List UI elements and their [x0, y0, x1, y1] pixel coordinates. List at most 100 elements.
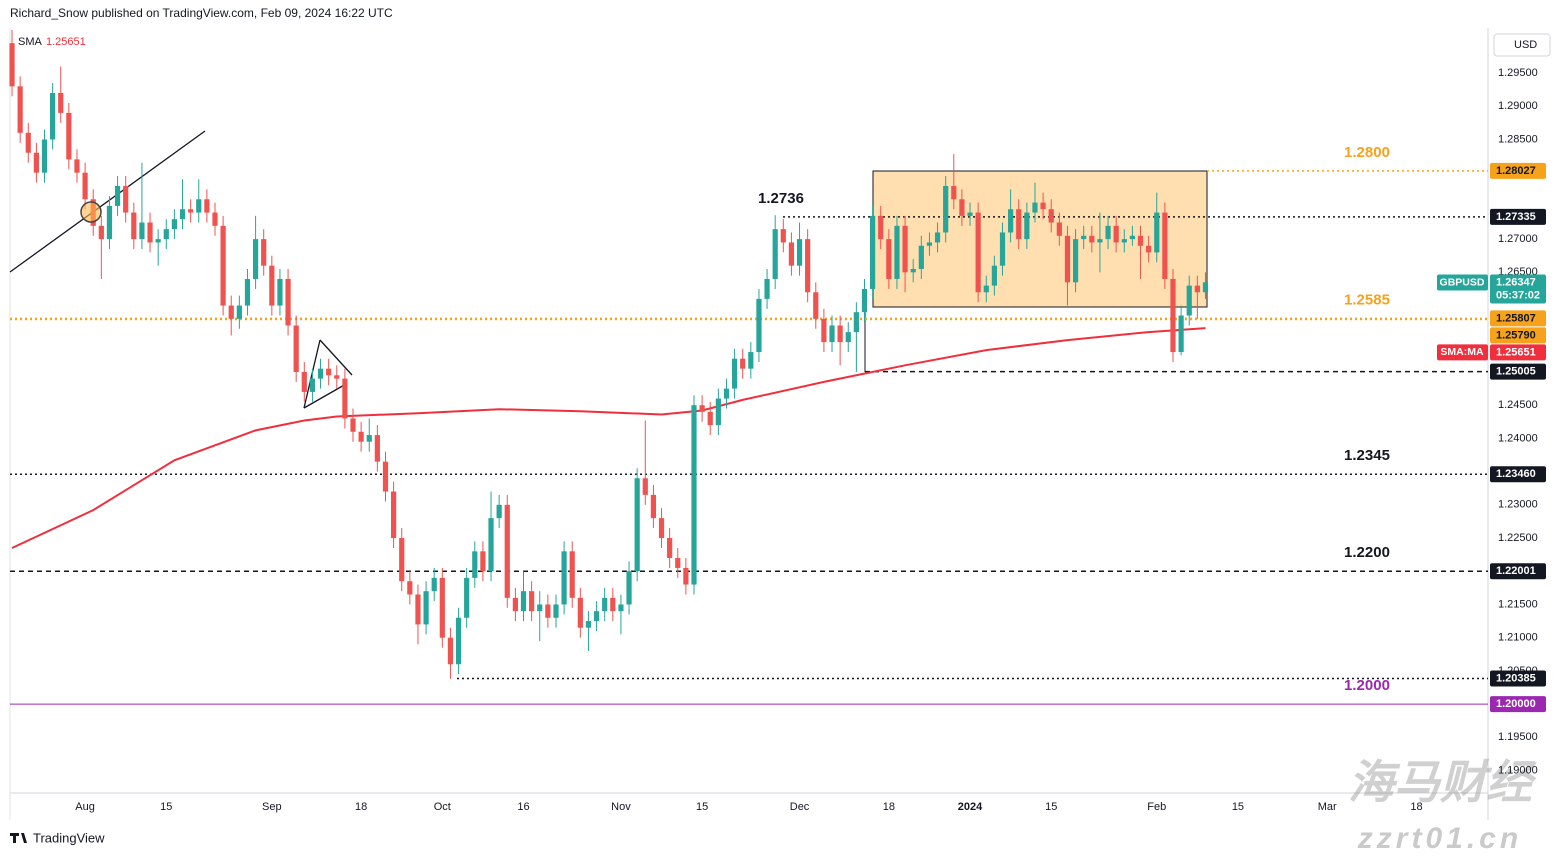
- candle-body: [163, 229, 169, 240]
- candle-body: [959, 199, 965, 216]
- candle-body: [188, 209, 194, 213]
- candle-body: [123, 185, 129, 213]
- candle-body: [512, 597, 518, 612]
- candle-body: [1097, 239, 1103, 243]
- price-tag-label: 1.20000: [1496, 698, 1536, 710]
- candle-body: [577, 597, 583, 628]
- candle-body: [342, 378, 348, 419]
- symbol-tag: [1437, 344, 1488, 361]
- level-label: 1.2736: [758, 190, 804, 207]
- candle-body: [204, 199, 210, 213]
- candle-body: [171, 219, 178, 230]
- candle-body: [366, 435, 372, 442]
- level-label: 1.2800: [1344, 144, 1390, 161]
- candle-body: [106, 205, 113, 240]
- candle-body: [878, 215, 884, 240]
- x-tick-label: 15: [160, 801, 172, 813]
- candle-body: [788, 242, 795, 266]
- candle-body: [285, 278, 291, 326]
- candle-body: [1129, 235, 1136, 240]
- candle-body: [66, 112, 72, 160]
- x-tick-label: 15: [696, 801, 708, 813]
- candle-body: [439, 577, 445, 638]
- candle-body: [845, 332, 851, 343]
- price-tag-label: 1.27335: [1496, 211, 1536, 223]
- price-tag: [1490, 208, 1546, 225]
- candle-body: [667, 538, 673, 558]
- candle-body: [504, 504, 510, 598]
- candle-body: [269, 265, 275, 306]
- candle-body: [991, 265, 997, 286]
- candle-body: [1186, 285, 1192, 316]
- candle-body: [317, 368, 324, 379]
- candle-body: [918, 245, 924, 270]
- candle-body: [731, 358, 738, 389]
- candle-body: [772, 229, 778, 279]
- y-tick-label: 1.24500: [1498, 399, 1538, 411]
- candle-body: [496, 504, 502, 519]
- candle-body: [951, 185, 957, 200]
- candle-body: [1089, 235, 1095, 243]
- currency[interactable]: USD: [1514, 39, 1537, 51]
- candle-body: [50, 92, 56, 140]
- candle-body: [1137, 235, 1144, 246]
- candle-body: [683, 567, 689, 585]
- x-tick-label: 18: [1410, 801, 1422, 813]
- price-tag-label: 05:37:02: [1496, 289, 1540, 301]
- candle-body: [1202, 282, 1209, 293]
- x-tick-label: Dec: [790, 801, 810, 813]
- candle-body: [382, 461, 389, 492]
- candle-body: [610, 597, 616, 612]
- price-tag-label: 1.25651: [1496, 346, 1536, 358]
- candle-body: [114, 185, 121, 206]
- candle-body: [472, 551, 478, 578]
- price-tag: [1490, 274, 1546, 304]
- candle-body: [301, 371, 307, 392]
- candle-body: [155, 239, 161, 243]
- candle-body: [358, 431, 364, 442]
- candle-body: [480, 551, 486, 572]
- candle-body: [374, 435, 380, 462]
- y-tick-label: 1.29000: [1498, 100, 1538, 112]
- indicator-value: 1.25651: [46, 36, 86, 48]
- candle-body: [139, 222, 145, 240]
- candle-body: [17, 86, 23, 133]
- candle-body: [309, 378, 316, 392]
- watermark-name: 海马财经: [1348, 756, 1537, 808]
- candle-body: [1194, 285, 1200, 293]
- candle-body: [1154, 212, 1160, 253]
- price-tag: [1490, 327, 1546, 344]
- candle-body: [212, 212, 218, 226]
- tv-logo: TradingView: [10, 830, 105, 845]
- price-tag-label: 1.25790: [1496, 329, 1536, 341]
- candle-body: [415, 594, 421, 625]
- price-tag-label: 1.28027: [1496, 165, 1536, 177]
- y-tick-label: 1.21500: [1498, 598, 1538, 610]
- candle-body: [455, 617, 462, 665]
- candle-body: [464, 577, 470, 618]
- level-label: 1.2000: [1344, 677, 1390, 694]
- candle-body: [131, 212, 137, 240]
- candle-body: [821, 318, 827, 343]
- candle-body: [447, 637, 454, 665]
- candle-body: [391, 491, 397, 539]
- currency-button[interactable]: [1493, 33, 1551, 57]
- price-tag: [1490, 162, 1546, 179]
- candle-body: [1105, 225, 1111, 240]
- x-tick-label: 16: [517, 801, 529, 813]
- candle-body: [488, 518, 494, 572]
- x-tick-label: Oct: [434, 801, 451, 813]
- candle-body: [553, 604, 559, 618]
- pattern-line: [319, 339, 353, 376]
- x-tick-label: 2024: [958, 801, 983, 813]
- candle-body: [837, 325, 843, 343]
- publisher: Richard_Snow published on TradingView.co…: [10, 6, 393, 20]
- candle-body: [1040, 202, 1046, 210]
- y-tick-label: 1.29500: [1498, 67, 1538, 79]
- y-tick-label: 1.19500: [1498, 731, 1538, 743]
- candle-body: [1121, 239, 1127, 243]
- candle-body: [41, 139, 48, 173]
- x-tick-label: 15: [1045, 801, 1057, 813]
- candle-body: [861, 288, 868, 313]
